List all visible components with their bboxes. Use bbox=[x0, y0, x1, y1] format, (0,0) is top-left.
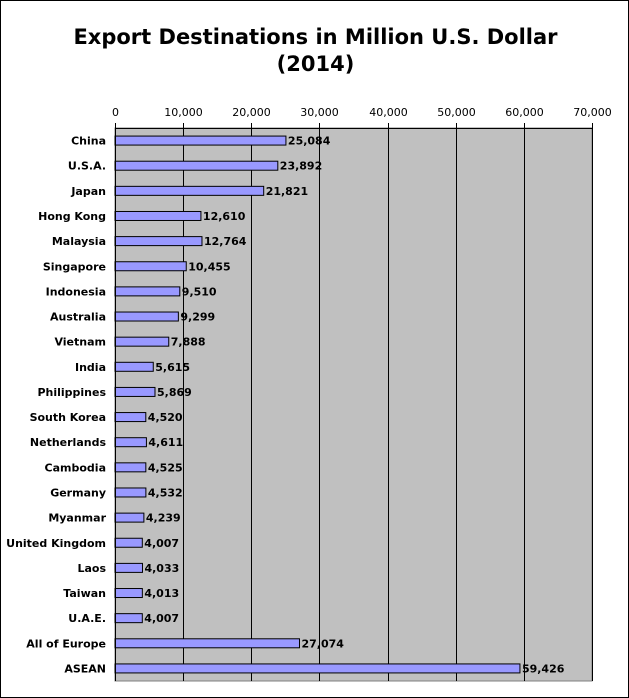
category-label: Japan bbox=[70, 185, 106, 198]
bar bbox=[114, 512, 145, 523]
category-label: All of Europe bbox=[26, 637, 106, 650]
category-label: Indonesia bbox=[46, 285, 106, 298]
bar bbox=[114, 437, 147, 448]
data-label: 4,033 bbox=[144, 562, 179, 575]
bar bbox=[114, 311, 179, 322]
category-label: South Korea bbox=[30, 411, 106, 424]
category-label: Australia bbox=[50, 311, 106, 324]
category-label: Malaysia bbox=[52, 235, 106, 248]
data-label: 10,455 bbox=[188, 260, 230, 273]
x-tick-label: 70,000 bbox=[573, 106, 612, 119]
bar bbox=[114, 613, 143, 624]
category-label: Germany bbox=[50, 486, 106, 499]
data-label: 4,007 bbox=[144, 537, 179, 550]
category-label: ASEAN bbox=[64, 662, 106, 675]
category-label: Philippines bbox=[37, 386, 106, 399]
bar bbox=[114, 487, 147, 498]
chart-title: Export Destinations in Million U.S. Doll… bbox=[73, 25, 558, 49]
x-tick-label: 20,000 bbox=[232, 106, 271, 119]
bar bbox=[114, 361, 154, 372]
category-label: Taiwan bbox=[63, 587, 106, 600]
bar bbox=[114, 412, 147, 423]
data-label: 27,074 bbox=[301, 637, 344, 650]
bar bbox=[114, 135, 287, 146]
data-label: 21,821 bbox=[266, 185, 308, 198]
category-label: Hong Kong bbox=[38, 210, 106, 223]
bar bbox=[114, 160, 279, 171]
category-label: Vietnam bbox=[54, 336, 106, 349]
data-label: 12,764 bbox=[204, 235, 247, 248]
bar bbox=[114, 537, 143, 548]
x-tick-label: 50,000 bbox=[437, 106, 476, 119]
x-tick-label: 40,000 bbox=[369, 106, 408, 119]
category-label: United Kingdom bbox=[6, 537, 106, 550]
category-label: U.S.A. bbox=[68, 160, 106, 173]
data-label: 9,510 bbox=[182, 285, 217, 298]
category-label: China bbox=[71, 135, 106, 148]
x-tick-label: 30,000 bbox=[300, 106, 339, 119]
data-label: 23,892 bbox=[280, 160, 322, 173]
x-tick-label: 60,000 bbox=[505, 106, 544, 119]
category-label: Myanmar bbox=[48, 512, 106, 525]
bar bbox=[114, 210, 202, 221]
category-label: Netherlands bbox=[30, 436, 107, 449]
data-label: 4,239 bbox=[146, 512, 181, 525]
bar bbox=[114, 663, 521, 674]
x-tick-label: 0 bbox=[112, 106, 119, 119]
data-label: 4,611 bbox=[148, 436, 183, 449]
data-label: 5,615 bbox=[155, 361, 190, 374]
data-label: 7,888 bbox=[171, 336, 206, 349]
data-label: 4,013 bbox=[144, 587, 179, 600]
category-label: U.A.E. bbox=[68, 612, 106, 625]
bar bbox=[114, 386, 156, 397]
x-tick-label: 10,000 bbox=[164, 106, 203, 119]
bar bbox=[114, 588, 143, 599]
data-label: 4,525 bbox=[148, 461, 183, 474]
bar bbox=[114, 562, 143, 573]
bar bbox=[114, 236, 203, 247]
bar bbox=[114, 185, 265, 196]
bar bbox=[114, 336, 170, 347]
bar bbox=[114, 261, 187, 272]
bar bbox=[114, 286, 181, 297]
category-label: India bbox=[75, 361, 106, 374]
data-label: 25,084 bbox=[288, 135, 331, 148]
plot-area bbox=[114, 127, 593, 682]
data-label: 12,610 bbox=[203, 210, 246, 223]
data-label: 5,869 bbox=[157, 386, 192, 399]
bar bbox=[114, 462, 147, 473]
chart-subtitle: (2014) bbox=[276, 52, 355, 76]
category-label: Cambodia bbox=[45, 461, 106, 474]
data-label: 59,426 bbox=[522, 662, 565, 675]
category-label: Singapore bbox=[43, 260, 106, 273]
data-label: 9,299 bbox=[180, 311, 215, 324]
data-label: 4,007 bbox=[144, 612, 179, 625]
bar bbox=[114, 638, 300, 649]
category-label: Laos bbox=[77, 562, 106, 575]
data-label: 4,520 bbox=[148, 411, 183, 424]
data-label: 4,532 bbox=[148, 486, 183, 499]
